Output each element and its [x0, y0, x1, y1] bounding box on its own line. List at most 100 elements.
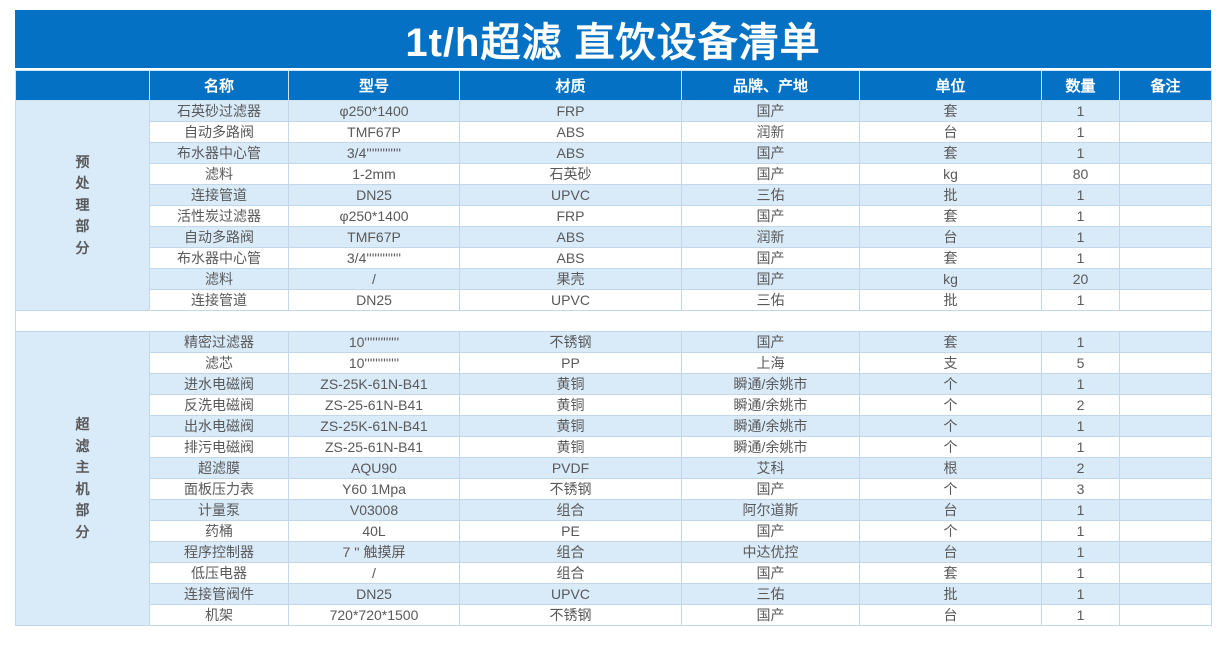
cell-material: UPVC [459, 184, 682, 206]
column-header-unit: 单位 [859, 70, 1042, 101]
cell-model: AQU90 [288, 457, 460, 479]
section-label: 预处理部分 [15, 100, 150, 311]
cell-material: 组合 [459, 562, 682, 584]
cell-name: 活性炭过滤器 [149, 205, 289, 227]
cell-brand-origin: 瞬通/余姚市 [681, 373, 860, 395]
table-row: 布水器中心管 3/4''''''''''''' ABS 国产套 1 [16, 247, 1212, 269]
table-row: 自动多路阀 TMF67P ABS 润新台 1 [16, 226, 1212, 248]
cell-remark [1119, 289, 1212, 311]
table-row: 出水电磁阀 ZS-25K-61N-B41 黄铜 瞬通/余姚市个 1 [16, 415, 1212, 437]
cell-name: 程序控制器 [149, 541, 289, 563]
section-label-char: 部 [75, 218, 90, 235]
cell-unit: 个 [859, 373, 1042, 395]
cell-model: / [288, 562, 460, 584]
cell-unit: kg [859, 163, 1042, 185]
cell-brand-origin: 国产 [681, 142, 860, 164]
section-gap-row [15, 310, 1212, 332]
cell-name: 反洗电磁阀 [149, 394, 289, 416]
cell-brand-origin: 瞬通/余姚市 [681, 415, 860, 437]
cell-quantity: 1 [1041, 520, 1120, 542]
table-row: 排污电磁阀 ZS-25-61N-B41 黄铜 瞬通/余姚市个 1 [16, 436, 1212, 458]
section-label-char: 预 [75, 153, 90, 170]
cell-brand-origin: 国产 [681, 163, 860, 185]
cell-remark [1119, 478, 1212, 500]
table-row: 连接管道 DN25 UPVC 三佑批 1 [16, 289, 1212, 311]
cell-material: UPVC [459, 583, 682, 605]
section-label-char: 处 [75, 175, 90, 192]
cell-name: 布水器中心管 [149, 247, 289, 269]
cell-name: 滤芯 [149, 352, 289, 374]
cell-name: 精密过滤器 [149, 331, 289, 353]
cell-remark [1119, 163, 1212, 185]
spreadsheet: 1t/h超滤 直饮设备清单 名称 型号 材质 品牌、产地 单位 数量 备注 [15, 10, 1212, 626]
cell-unit: 套 [859, 205, 1042, 227]
table-row: 程序控制器 7 '' 触摸屏 组合 中达优控台 1 [16, 541, 1212, 563]
page-title: 1t/h超滤 直饮设备清单 [15, 10, 1211, 68]
cell-remark [1119, 226, 1212, 248]
cell-name: 低压电器 [149, 562, 289, 584]
cell-model: TMF67P [288, 121, 460, 143]
cell-model: ZS-25K-61N-B41 [288, 373, 460, 395]
cell-brand-origin: 瞬通/余姚市 [681, 436, 860, 458]
cell-material: PE [459, 520, 682, 542]
cell-material: ABS [459, 121, 682, 143]
cell-brand-origin: 润新 [681, 226, 860, 248]
cell-remark [1119, 415, 1212, 437]
cell-material: 不锈钢 [459, 331, 682, 353]
cell-brand-origin: 国产 [681, 247, 860, 269]
cell-unit: 批 [859, 583, 1042, 605]
cell-remark [1119, 100, 1212, 122]
cell-quantity: 1 [1041, 436, 1120, 458]
cell-unit: 套 [859, 142, 1042, 164]
cell-model: ZS-25K-61N-B41 [288, 415, 460, 437]
column-header-brand-origin: 品牌、产地 [681, 70, 860, 101]
column-header-quantity: 数量 [1041, 70, 1120, 101]
cell-remark [1119, 121, 1212, 143]
cell-quantity: 1 [1041, 100, 1120, 122]
cell-model: Y60 1Mpa [288, 478, 460, 500]
cell-name: 计量泵 [149, 499, 289, 521]
cell-brand-origin: 国产 [681, 520, 860, 542]
table-row: 反洗电磁阀 ZS-25-61N-B41 黄铜 瞬通/余姚市个 2 [16, 394, 1212, 416]
cell-name: 机架 [149, 604, 289, 626]
cell-name: 自动多路阀 [149, 226, 289, 248]
cell-quantity: 80 [1041, 163, 1120, 185]
cell-remark [1119, 541, 1212, 563]
cell-quantity: 1 [1041, 289, 1120, 311]
table-row: 布水器中心管 3/4''''''''''''' ABS 国产套 1 [16, 142, 1212, 164]
cell-material: 组合 [459, 499, 682, 521]
cell-quantity: 1 [1041, 205, 1120, 227]
table-row: 自动多路阀 TMF67P ABS 润新台 1 [16, 121, 1212, 143]
cell-brand-origin: 国产 [681, 100, 860, 122]
cell-material: FRP [459, 205, 682, 227]
cell-quantity: 1 [1041, 499, 1120, 521]
cell-brand-origin: 国产 [681, 205, 860, 227]
cell-brand-origin: 艾科 [681, 457, 860, 479]
cell-brand-origin: 国产 [681, 268, 860, 290]
cell-brand-origin: 三佑 [681, 583, 860, 605]
table-row: 机架 720*720*1500 不锈钢 国产台 1 [16, 604, 1212, 626]
cell-quantity: 1 [1041, 331, 1120, 353]
cell-model: 10''''''''''''' [288, 352, 460, 374]
cell-remark [1119, 373, 1212, 395]
cell-material: 黄铜 [459, 415, 682, 437]
equipment-table: 名称 型号 材质 品牌、产地 单位 数量 备注 预处理部分石英砂过滤器 φ250*… [15, 70, 1212, 626]
cell-name: 石英砂过滤器 [149, 100, 289, 122]
cell-brand-origin: 国产 [681, 331, 860, 353]
cell-model: 40L [288, 520, 460, 542]
cell-name: 进水电磁阀 [149, 373, 289, 395]
cell-remark [1119, 205, 1212, 227]
section-label-char: 分 [75, 523, 90, 540]
cell-remark [1119, 142, 1212, 164]
cell-remark [1119, 583, 1212, 605]
section-label-char: 机 [75, 480, 90, 497]
cell-model: 3/4''''''''''''' [288, 142, 460, 164]
cell-brand-origin: 润新 [681, 121, 860, 143]
section-label-char: 理 [75, 196, 90, 213]
cell-quantity: 1 [1041, 226, 1120, 248]
table-row: 连接管阀件 DN25 UPVC 三佑批 1 [16, 583, 1212, 605]
cell-unit: kg [859, 268, 1042, 290]
header-row: 名称 型号 材质 品牌、产地 单位 数量 备注 [15, 70, 1212, 101]
cell-quantity: 2 [1041, 394, 1120, 416]
cell-name: 布水器中心管 [149, 142, 289, 164]
